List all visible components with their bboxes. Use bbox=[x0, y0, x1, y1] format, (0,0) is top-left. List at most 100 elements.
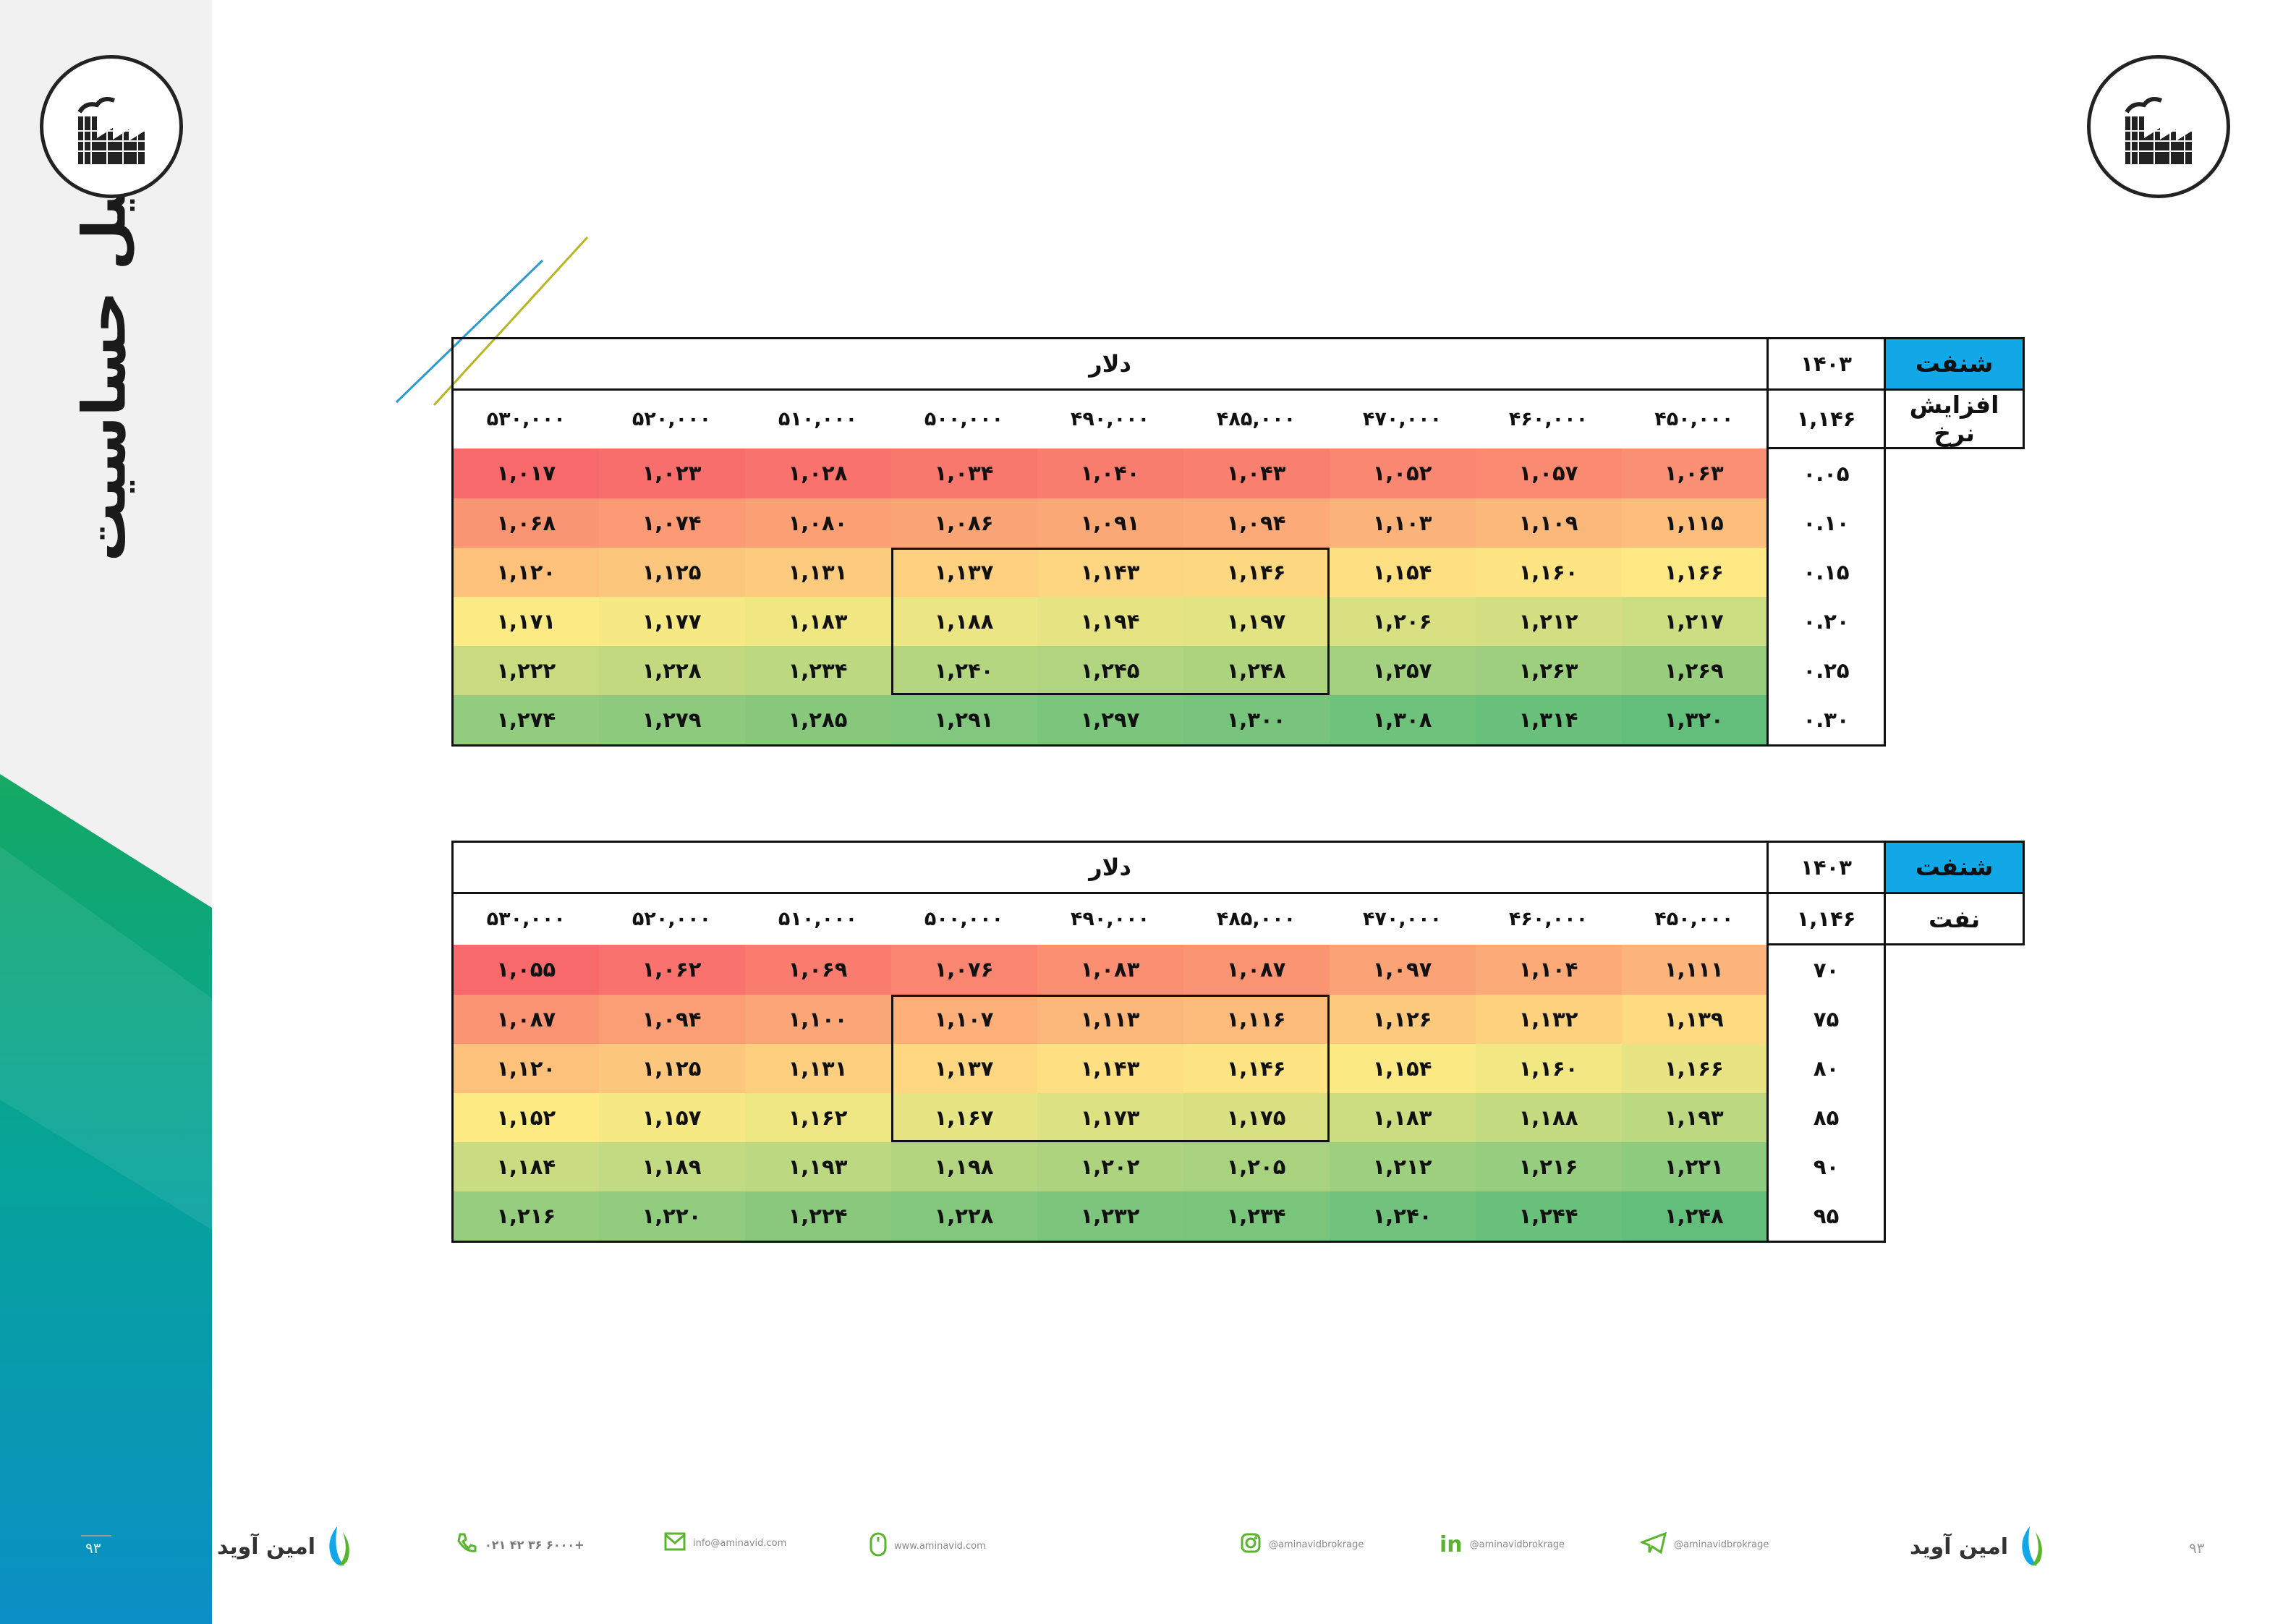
brand-mark-icon bbox=[2022, 1526, 2042, 1566]
sensitivity-table-rate: دلار ۱۴۰۳ شنفت ۵۳۰,۰۰۰ ۵۲۰,۰۰۰ ۵۱۰,۰۰۰ ۵۰۰,… bbox=[451, 337, 2025, 747]
table-cell: ۱,۱۹۷ bbox=[1183, 597, 1330, 646]
table-cell: ۱,۱۹۳ bbox=[1621, 1093, 1768, 1142]
table-cell: ۱,۰۵۷ bbox=[1475, 448, 1622, 498]
table-cell: ۱,۱۴۳ bbox=[1037, 548, 1183, 597]
table-cell: ۱,۰۶۳ bbox=[1621, 448, 1768, 498]
table-cell: ۱,۲۱۶ bbox=[1475, 1142, 1622, 1191]
table-row: ۱,۱۸۴ ۱,۱۸۹ ۱,۱۹۳ ۱,۱۹۸ ۱,۲۰۲ ۱,۲۰۵ ۱,۲۱۲ ۱,۲۱۶… bbox=[451, 1142, 2024, 1191]
column-header: ۴۶۰,۰۰۰ bbox=[1508, 408, 1589, 431]
table-cell: ۱,۰۹۱ bbox=[1037, 498, 1183, 548]
table-cell: ۱,۰۸۷ bbox=[451, 995, 599, 1044]
table-cell: ۱,۲۱۲ bbox=[1329, 1142, 1476, 1191]
table-cell: ۱,۱۱۵ bbox=[1621, 498, 1768, 548]
table-cell: ۱,۱۲۰ bbox=[451, 548, 599, 597]
table-cell: ۱,۱۵۲ bbox=[451, 1093, 599, 1142]
table-cell: ۱,۲۱۶ bbox=[451, 1191, 599, 1243]
table-cell: ۱,۱۳۱ bbox=[744, 1044, 891, 1093]
column-header: ۵۳۰,۰۰۰ bbox=[451, 389, 599, 448]
table-cell: ۱,۱۸۸ bbox=[1475, 1093, 1622, 1142]
table-cell: ۱,۰۸۷ bbox=[1183, 944, 1330, 995]
table-cell: ۱,۰۷۴ bbox=[598, 498, 745, 548]
table-cell: ۱,۱۲۵ bbox=[598, 548, 745, 597]
table-cell: ۱,۰۵۲ bbox=[1329, 448, 1476, 498]
footer-website[interactable]: www.aminavid.com bbox=[869, 1532, 986, 1560]
brand-name: امین آوید bbox=[217, 1534, 316, 1560]
row-variable-label: نفت bbox=[1884, 892, 2025, 945]
table-cell: ۱,۰۵۵ bbox=[451, 944, 599, 995]
sensitivity-table-oil: دلار ۱۴۰۳ شنفت ۵۳۰,۰۰۰ ۵۲۰,۰۰۰ ۵۱۰,۰۰۰ ۵۰۰,… bbox=[451, 841, 2025, 1243]
brand-logo-left: امین آوید bbox=[217, 1525, 353, 1568]
instagram-handle: @aminavidbrokrage bbox=[1269, 1539, 1364, 1550]
table-cell: ۱,۰۸۶ bbox=[890, 498, 1037, 548]
table-cell: ۱,۱۶۶ bbox=[1621, 548, 1768, 597]
table-cell: ۱,۲۵۷ bbox=[1329, 646, 1476, 695]
column-header-row: ۵۳۰,۰۰۰ ۵۲۰,۰۰۰ ۵۱۰,۰۰۰ ۵۰۰,۰۰۰ ۴۹۰,۰۰۰ ۴۸۵,۰… bbox=[451, 892, 2025, 945]
table-cell: ۱,۲۱۷ bbox=[1621, 597, 1768, 646]
mail-icon bbox=[664, 1532, 686, 1554]
table-cell: ۱,۰۲۳ bbox=[598, 448, 745, 498]
table-cell: ۱,۰۸۳ bbox=[1037, 944, 1183, 995]
table-cell: ۱,۱۵۷ bbox=[598, 1093, 745, 1142]
footer-email[interactable]: info@aminavid.com bbox=[664, 1532, 786, 1554]
column-header: ۵۳۰,۰۰۰ bbox=[451, 893, 599, 945]
table-cell: ۱,۱۶۷ bbox=[890, 1093, 1037, 1142]
row-header: ۰.۳۰ bbox=[1766, 695, 1887, 747]
footer-telegram[interactable]: @aminavidbrokrage bbox=[1638, 1531, 1769, 1557]
table-cell: ۱,۲۲۱ bbox=[1621, 1142, 1768, 1191]
column-header: ۴۵۰,۰۰۰ bbox=[1654, 408, 1734, 431]
row-header: ۸۰ bbox=[1766, 1044, 1887, 1093]
year-cell: ۱۴۰۳ bbox=[1766, 337, 1887, 391]
table-cell: ۱,۳۰۰ bbox=[1183, 695, 1330, 747]
sidebar: تحلیل حساسیت ۹۳ bbox=[0, 0, 212, 1624]
row-header: ۸۵ bbox=[1766, 1093, 1887, 1142]
table-cell: ۱,۲۴۵ bbox=[1037, 646, 1183, 695]
footer-page-number: ۹۳ bbox=[2189, 1539, 2205, 1557]
table-cell: ۱,۲۱۲ bbox=[1475, 597, 1622, 646]
table-row: ۱,۱۲۰ ۱,۱۲۵ ۱,۱۳۱ ۱,۱۳۷ ۱,۱۴۳ ۱,۱۴۶ ۱,۱۵۴ ۱,۱۶۰… bbox=[451, 1044, 2024, 1093]
table-cell: ۱,۱۹۸ bbox=[890, 1142, 1037, 1191]
table-row: ۱,۰۱۷ ۱,۰۲۳ ۱,۰۲۸ ۱,۰۳۴ ۱,۰۴۰ ۱,۰۴۳ ۱,۰۵۲ ۱,۰۵۷… bbox=[451, 448, 2024, 498]
column-header: ۵۱۰,۰۰۰ bbox=[778, 908, 858, 931]
base-value-cell: ۱,۱۴۶ bbox=[1766, 388, 1887, 449]
column-header: ۴۸۵,۰۰۰ bbox=[1216, 408, 1296, 431]
table-cell: ۱,۲۹۷ bbox=[1037, 695, 1183, 747]
footer-phone[interactable]: ۰۲۱ ۴۲ ۳۶ ۶۰۰۰+ bbox=[456, 1532, 584, 1557]
table-cell: ۱,۰۸۰ bbox=[744, 498, 891, 548]
phone-icon bbox=[456, 1532, 477, 1557]
website-url: www.aminavid.com bbox=[894, 1540, 986, 1552]
table-cell: ۱,۲۳۴ bbox=[1183, 1191, 1330, 1243]
mouse-icon bbox=[869, 1532, 887, 1560]
table-cell: ۱,۱۲۶ bbox=[1329, 995, 1476, 1044]
table-cell: ۱,۱۹۳ bbox=[744, 1142, 891, 1191]
row-header: ۹۰ bbox=[1766, 1142, 1887, 1191]
column-group-header: دلار bbox=[451, 337, 1769, 391]
table-cell: ۱,۱۹۴ bbox=[1037, 597, 1183, 646]
table-cell: ۱,۰۹۴ bbox=[598, 995, 745, 1044]
table-cell: ۱,۰۴۳ bbox=[1183, 448, 1330, 498]
brand-name: امین آوید bbox=[1910, 1534, 2009, 1560]
linkedin-icon: in bbox=[1440, 1532, 1463, 1557]
table-cell: ۱,۲۲۸ bbox=[598, 646, 745, 695]
column-header: ۴۹۰,۰۰۰ bbox=[1070, 408, 1150, 431]
table-row: ۱,۰۸۷ ۱,۰۹۴ ۱,۱۰۰ ۱,۱۰۷ ۱,۱۱۳ ۱,۱۱۶ ۱,۱۲۶ ۱,۱۳۲… bbox=[451, 995, 2024, 1044]
column-header: ۴۷۰,۰۰۰ bbox=[1362, 408, 1442, 431]
table-cell: ۱,۱۰۴ bbox=[1475, 944, 1622, 995]
table-row: ۱,۰۵۵ ۱,۰۶۲ ۱,۰۶۹ ۱,۰۷۶ ۱,۰۸۳ ۱,۰۸۷ ۱,۰۹۷ ۱,۱۰۴… bbox=[451, 944, 2024, 995]
table-cell: ۱,۲۴۸ bbox=[1183, 646, 1330, 695]
table-cell: ۱,۰۱۷ bbox=[451, 448, 599, 498]
base-value-cell: ۱,۱۴۶ bbox=[1766, 892, 1887, 945]
table-cell: ۱,۲۴۸ bbox=[1621, 1191, 1768, 1243]
column-header: ۵۰۰,۰۰۰ bbox=[924, 408, 1004, 431]
column-header: ۴۷۰,۰۰۰ bbox=[1362, 908, 1442, 931]
table-cell: ۱,۱۳۷ bbox=[890, 1044, 1037, 1093]
table-cell: ۱,۱۸۳ bbox=[1329, 1093, 1476, 1142]
table-row: ۱,۱۷۱ ۱,۱۷۷ ۱,۱۸۳ ۱,۱۸۸ ۱,۱۹۴ ۱,۱۹۷ ۱,۲۰۶ ۱,۲۱۲… bbox=[451, 597, 2024, 646]
table-cell: ۱,۱۴۳ bbox=[1037, 1044, 1183, 1093]
footer-linkedin[interactable]: in @aminavidbrokrage bbox=[1440, 1532, 1565, 1557]
table-cell: ۱,۲۰۶ bbox=[1329, 597, 1476, 646]
footer-instagram[interactable]: @aminavidbrokrage bbox=[1240, 1532, 1364, 1557]
factory-icon bbox=[2125, 97, 2199, 164]
email-address: info@aminavid.com bbox=[693, 1537, 787, 1549]
factory-icon bbox=[77, 97, 152, 164]
table-cell: ۱,۱۳۱ bbox=[744, 548, 891, 597]
